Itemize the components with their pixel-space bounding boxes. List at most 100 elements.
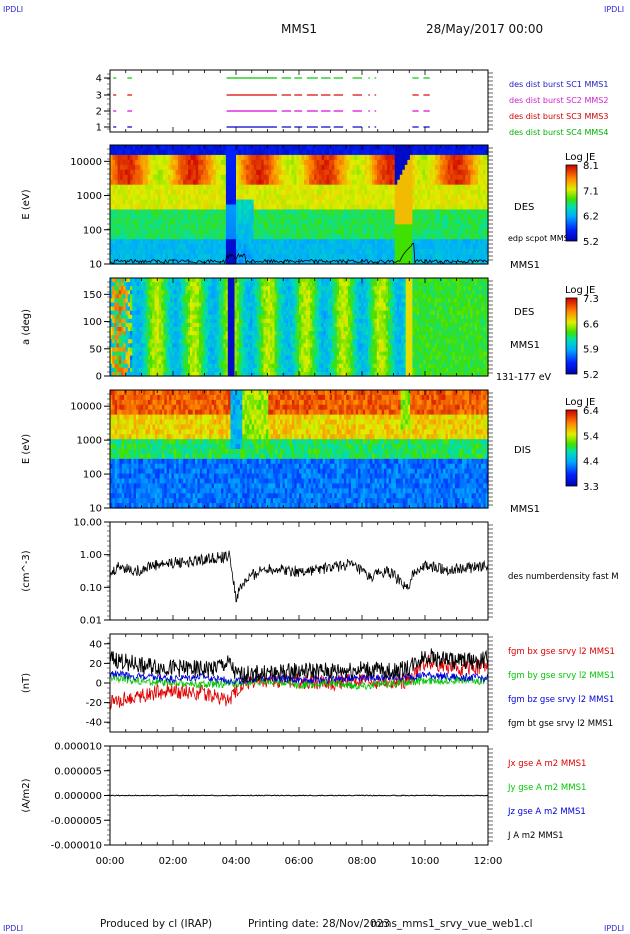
- des-energy-cell: [412, 204, 416, 211]
- des-energy-cell: [339, 244, 343, 250]
- pitch-cell: [145, 278, 149, 283]
- pitch-cell: [183, 322, 187, 328]
- pitch-cell: [154, 318, 158, 324]
- des-energy-cell: [351, 229, 356, 235]
- des-energy-cell: [162, 199, 167, 206]
- des-energy-cell: [475, 174, 479, 181]
- des-energy-cell: [135, 229, 139, 235]
- pitch-cell: [114, 355, 118, 361]
- pitch-cell: [123, 343, 127, 349]
- des-energy-cell: [437, 189, 441, 196]
- des-energy-cell: [402, 234, 406, 240]
- des-energy-cell: [296, 184, 300, 191]
- pitch-cell: [132, 363, 136, 369]
- pitch-cell: [187, 290, 191, 295]
- pitch-cell: [221, 282, 224, 287]
- pitch-cell: [143, 298, 147, 304]
- des-energy-cell: [482, 219, 487, 225]
- pitch-cell: [230, 318, 233, 324]
- des-energy-cell: [369, 254, 373, 260]
- des-energy-cell: [414, 244, 419, 250]
- des-energy-cell: [394, 224, 398, 230]
- des-energy-cell: [145, 219, 149, 225]
- des-energy-cell: [321, 209, 325, 216]
- pitch-cell: [143, 331, 147, 336]
- des-energy-cell: [465, 209, 469, 216]
- des-energy-cell: [208, 169, 212, 176]
- des-energy-cell: [283, 179, 287, 186]
- des-energy-cell: [233, 229, 237, 235]
- des-energy-cell: [384, 229, 388, 235]
- des-energy-cell: [261, 234, 265, 240]
- pitch-cell: [236, 367, 240, 373]
- des-energy-cell: [283, 219, 287, 225]
- des-energy-cell: [155, 209, 159, 216]
- des-energy-cell: [351, 224, 356, 230]
- des-energy-cell: [200, 239, 204, 245]
- des-energy-cell: [243, 149, 247, 156]
- des-energy-cell: [276, 184, 280, 191]
- des-energy-cell: [301, 209, 305, 216]
- des-energy-cell: [440, 174, 444, 181]
- des-energy-cell: [450, 189, 454, 196]
- des-energy-cell: [283, 189, 287, 196]
- pitch-cell: [221, 322, 224, 328]
- des-energy-cell: [248, 239, 252, 245]
- pitch-cell: [201, 298, 204, 304]
- des-energy-cell: [140, 229, 144, 235]
- pitch-cell: [212, 282, 216, 287]
- des-energy-cell: [183, 194, 187, 201]
- des-energy-cell: [349, 209, 353, 216]
- pitch-cell: [141, 294, 144, 300]
- des-energy-cell: [419, 194, 424, 201]
- des-energy-cell: [326, 179, 330, 186]
- pitch-cell: [212, 322, 216, 328]
- des-energy-cell: [162, 169, 167, 176]
- des-energy-cell: [248, 189, 252, 196]
- des-energy-cell: [160, 249, 164, 255]
- pitch-cell: [134, 355, 138, 361]
- des-energy-cell: [203, 194, 207, 201]
- pitch-cell: [145, 359, 149, 365]
- des-energy-cell: [341, 224, 345, 230]
- des-energy-cell: [462, 244, 466, 250]
- des-energy-cell: [409, 214, 413, 220]
- des-energy-cell: [185, 184, 189, 191]
- des-energy-cell: [445, 219, 449, 225]
- des-energy-cell: [152, 154, 156, 161]
- des-energy-cell: [233, 179, 237, 186]
- des-energy-cell: [213, 154, 217, 161]
- des-energy-cell: [256, 199, 260, 206]
- des-energy-cell: [150, 179, 154, 186]
- pitch-cell: [130, 306, 133, 312]
- des-energy-cell: [142, 154, 146, 161]
- des-energy-cell: [445, 164, 449, 171]
- des-energy-cell: [442, 254, 446, 260]
- pitch-cell: [150, 371, 153, 377]
- pitch-cell: [232, 278, 236, 283]
- pitch-cell: [185, 355, 189, 361]
- pitch-cell: [127, 339, 131, 344]
- des-energy-cell: [241, 239, 245, 245]
- pitch-cell: [183, 310, 187, 316]
- des-energy-cell: [145, 239, 149, 245]
- des-energy-cell: [351, 219, 356, 225]
- des-energy-cell: [183, 169, 187, 176]
- des-energy-cell: [359, 214, 363, 220]
- des-energy-cell: [482, 209, 487, 216]
- des-energy-cell: [145, 145, 149, 151]
- des-energy-cell: [233, 219, 237, 225]
- pitch-cell: [192, 286, 196, 291]
- des-energy-cell: [127, 159, 131, 166]
- des-energy-cell: [334, 184, 338, 191]
- des-energy-cell: [369, 249, 373, 255]
- des-energy-cell: [165, 224, 169, 230]
- des-energy-cell: [253, 169, 257, 176]
- des-energy-cell: [150, 209, 154, 216]
- des-energy-cell: [351, 244, 356, 250]
- des-energy-cell: [137, 209, 141, 216]
- des-energy-cell: [175, 244, 179, 250]
- des-energy-cell: [389, 224, 393, 230]
- des-energy-cell: [195, 184, 199, 191]
- des-energy-cell: [432, 214, 436, 220]
